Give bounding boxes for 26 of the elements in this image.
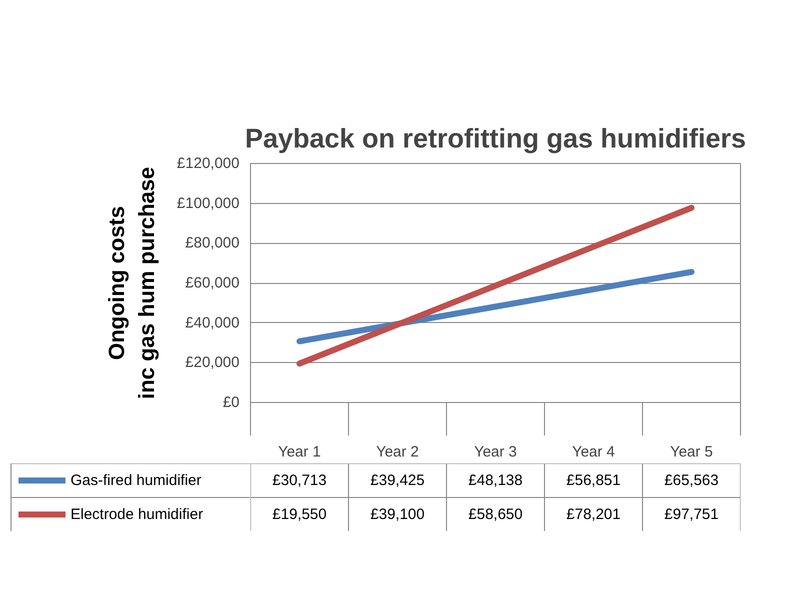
data-label: £19,550 bbox=[272, 506, 327, 523]
y-tick-label: £20,000 bbox=[185, 354, 240, 372]
y-tick-label: £0 bbox=[222, 394, 240, 411]
x-tick-label: Year 5 bbox=[670, 444, 713, 460]
legend-label: Electrode humidifier bbox=[70, 506, 204, 523]
y-tick-label: £60,000 bbox=[185, 274, 240, 292]
data-label: £39,425 bbox=[370, 472, 425, 489]
data-label: £30,713 bbox=[272, 472, 327, 489]
data-label: £65,563 bbox=[664, 472, 719, 489]
x-tick-label: Year 4 bbox=[572, 444, 615, 460]
x-tick-label: Year 3 bbox=[474, 444, 517, 460]
data-label: £39,100 bbox=[370, 506, 425, 523]
chart-title: Payback on retrofitting gas humidifiers bbox=[244, 124, 746, 154]
y-tick-label: £80,000 bbox=[185, 234, 240, 252]
data-label: £58,650 bbox=[468, 506, 523, 523]
x-tick-label: Year 1 bbox=[278, 444, 321, 460]
legend-label: Gas-fired humidifier bbox=[70, 472, 202, 489]
y-tick-label: £120,000 bbox=[176, 155, 240, 172]
data-label: £56,851 bbox=[566, 472, 621, 489]
data-label: £97,751 bbox=[664, 506, 719, 523]
y-tick-label: £100,000 bbox=[176, 194, 240, 212]
x-tick-label: Year 2 bbox=[376, 444, 419, 460]
data-label: £78,201 bbox=[566, 506, 621, 523]
y-tick-label: £40,000 bbox=[185, 314, 240, 332]
data-label: £48,138 bbox=[468, 472, 523, 489]
y-axis-title: Ongoing costs inc gas hum purchase bbox=[104, 166, 159, 400]
